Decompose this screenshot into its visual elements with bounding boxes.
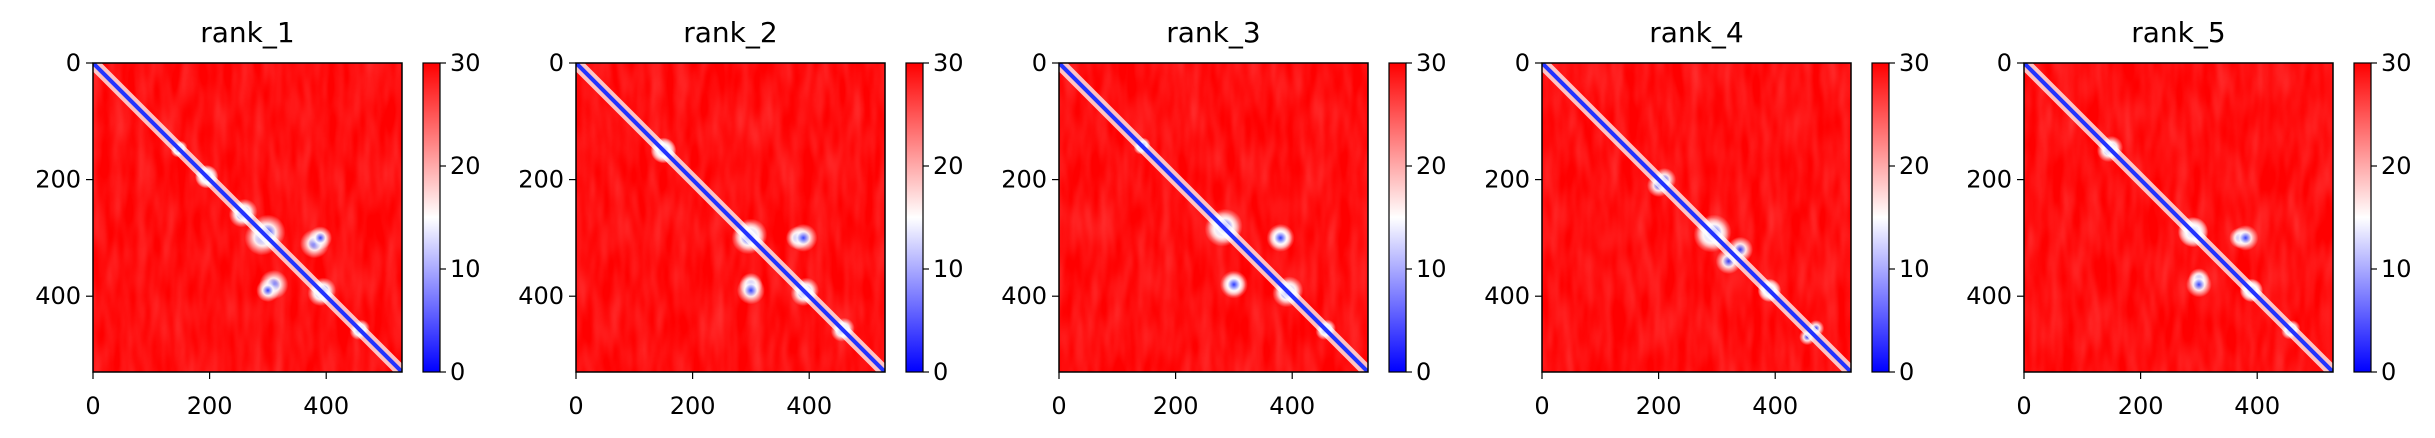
low-region (2232, 225, 2259, 251)
colorbar-tick-label: 30 (450, 49, 481, 77)
plot-frame (1058, 62, 1369, 373)
x-tick-label: 200 (670, 392, 716, 420)
x-tick-label: 400 (1269, 392, 1315, 420)
x-tick-label: 0 (85, 392, 100, 420)
panel-title: rank_2 (683, 16, 777, 49)
panel-title: rank_4 (1649, 16, 1743, 49)
y-tick-label: 0 (1997, 49, 2012, 77)
y-tick-label: 400 (1484, 282, 1530, 310)
colorbar (2353, 62, 2372, 373)
panel-4: rank_4 0 200 400 0 200 400 0 10 20 30 (1484, 16, 1929, 420)
x-tick-label: 0 (568, 392, 583, 420)
colorbar-tick-label: 10 (2381, 255, 2412, 283)
y-tick-label: 200 (35, 166, 81, 194)
colorbar-tick-label: 0 (450, 358, 465, 386)
panel-title: rank_3 (1166, 16, 1260, 49)
panel-1: rank_1 0 200 400 0 200 400 0 10 20 30 (35, 16, 480, 420)
y-tick-label: 400 (1001, 282, 1047, 310)
x-tick-label: 200 (2118, 392, 2164, 420)
colorbar (1871, 62, 1890, 373)
colorbar (905, 62, 924, 373)
x-tick-label: 400 (2234, 392, 2280, 420)
panel-5: rank_5 0 200 400 0 200 400 0 10 20 30 (1966, 16, 2411, 420)
colorbar-tick-label: 20 (1899, 152, 1930, 180)
y-tick-label: 0 (1515, 49, 1530, 77)
colorbar-tick-label: 10 (1416, 255, 1447, 283)
colorbar (422, 62, 441, 373)
colorbar-tick-label: 20 (1416, 152, 1447, 180)
low-region (789, 223, 818, 252)
x-tick-label: 400 (303, 392, 349, 420)
diagonal (1059, 63, 1368, 372)
low-region (308, 226, 333, 250)
colorbar-tick-label: 20 (933, 152, 964, 180)
diagonal (576, 63, 885, 372)
x-tick-label: 200 (1153, 392, 1199, 420)
diagonal (1542, 63, 1851, 372)
colorbar-tick-label: 10 (933, 255, 964, 283)
colorbar-tick-label: 30 (1416, 49, 1447, 77)
x-tick-label: 0 (2016, 392, 2031, 420)
y-tick-label: 400 (1966, 282, 2012, 310)
colorbar-tick-label: 30 (1899, 49, 1930, 77)
heatmap (1542, 63, 1851, 372)
heatmap (93, 63, 402, 372)
y-tick-label: 400 (35, 282, 81, 310)
low-region (256, 278, 280, 303)
y-tick-label: 200 (1484, 166, 1530, 194)
diagonal (2024, 63, 2333, 372)
low-region (1266, 223, 1295, 252)
low-region (2186, 271, 2212, 298)
y-tick-label: 200 (1001, 166, 1047, 194)
plot-frame (92, 62, 403, 373)
heatmap (2024, 63, 2333, 372)
colorbar-tick-label: 0 (933, 358, 948, 386)
x-tick-label: 0 (1051, 392, 1066, 420)
x-tick-label: 200 (187, 392, 233, 420)
colorbar-tick-label: 0 (1899, 358, 1914, 386)
colorbar-tick-label: 30 (2381, 49, 2412, 77)
plot-frame (575, 62, 886, 373)
colorbar-tick-label: 20 (450, 152, 481, 180)
low-region (1219, 270, 1248, 299)
heatmap (576, 63, 885, 372)
x-tick-label: 400 (786, 392, 832, 420)
x-tick-label: 0 (1534, 392, 1549, 420)
y-tick-label: 200 (1966, 166, 2012, 194)
plot-frame (1541, 62, 1852, 373)
colorbar-tick-label: 20 (2381, 152, 2412, 180)
heatmap (1059, 63, 1368, 372)
low-region (736, 276, 765, 305)
panel-2: rank_2 0 200 400 0 200 400 0 10 20 30 (518, 16, 963, 420)
y-tick-label: 0 (1032, 49, 1047, 77)
colorbar (1388, 62, 1407, 373)
panel-3: rank_3 0 200 400 0 200 400 0 10 20 30 (1001, 16, 1446, 420)
plot-frame (2023, 62, 2334, 373)
diagonal (93, 63, 402, 372)
x-tick-label: 400 (1752, 392, 1798, 420)
y-tick-label: 400 (518, 282, 564, 310)
panel-title: rank_5 (2131, 16, 2225, 49)
colorbar-tick-label: 0 (2381, 358, 2396, 386)
colorbar-tick-label: 10 (1899, 255, 1930, 283)
y-tick-label: 0 (549, 49, 564, 77)
y-tick-label: 0 (66, 49, 81, 77)
y-tick-label: 200 (518, 166, 564, 194)
panel-title: rank_1 (200, 16, 294, 49)
x-tick-label: 200 (1636, 392, 1682, 420)
colorbar-tick-label: 10 (450, 255, 481, 283)
colorbar-tick-label: 30 (933, 49, 964, 77)
colorbar-tick-label: 0 (1416, 358, 1431, 386)
